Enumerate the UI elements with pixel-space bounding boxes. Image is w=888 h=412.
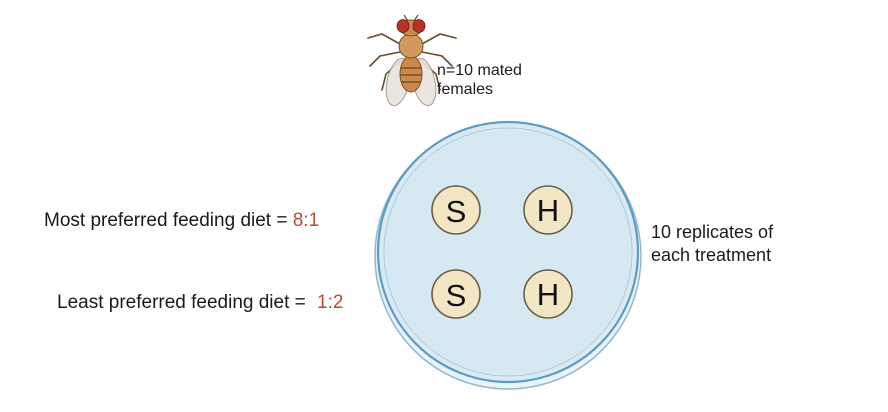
replicates-line2: each treatment: [651, 245, 772, 265]
fruit-fly-icon: [367, 14, 457, 107]
well-h-top: H: [523, 185, 573, 235]
most-preferred-ratio: 8:1: [292, 210, 320, 231]
fly-label-line1: n=10 mated: [437, 62, 522, 79]
well-h-bottom: H: [523, 269, 573, 319]
well-s-top: S: [431, 185, 481, 235]
well-letter: S: [446, 278, 467, 313]
fly-label-line2: females: [437, 81, 494, 98]
well-letter: H: [537, 277, 559, 312]
well-s-bottom: S: [431, 269, 481, 319]
most-preferred-text: Most preferred feeding diet =: [44, 210, 293, 231]
least-preferred-text: Least preferred feeding diet =: [57, 292, 312, 313]
replicates-label: 10 replicates of each treatment: [651, 221, 773, 267]
most-preferred-label: Most preferred feeding diet = 8:1: [44, 209, 319, 232]
fly-label: n=10 mated females: [437, 61, 522, 99]
well-letter: S: [446, 194, 467, 229]
petri-dish: [374, 120, 642, 390]
replicates-line1: 10 replicates of: [651, 222, 774, 242]
well-letter: H: [537, 193, 559, 228]
least-preferred-ratio: 1:2: [317, 292, 344, 313]
least-preferred-label: Least preferred feeding diet = 1:2: [57, 291, 343, 314]
